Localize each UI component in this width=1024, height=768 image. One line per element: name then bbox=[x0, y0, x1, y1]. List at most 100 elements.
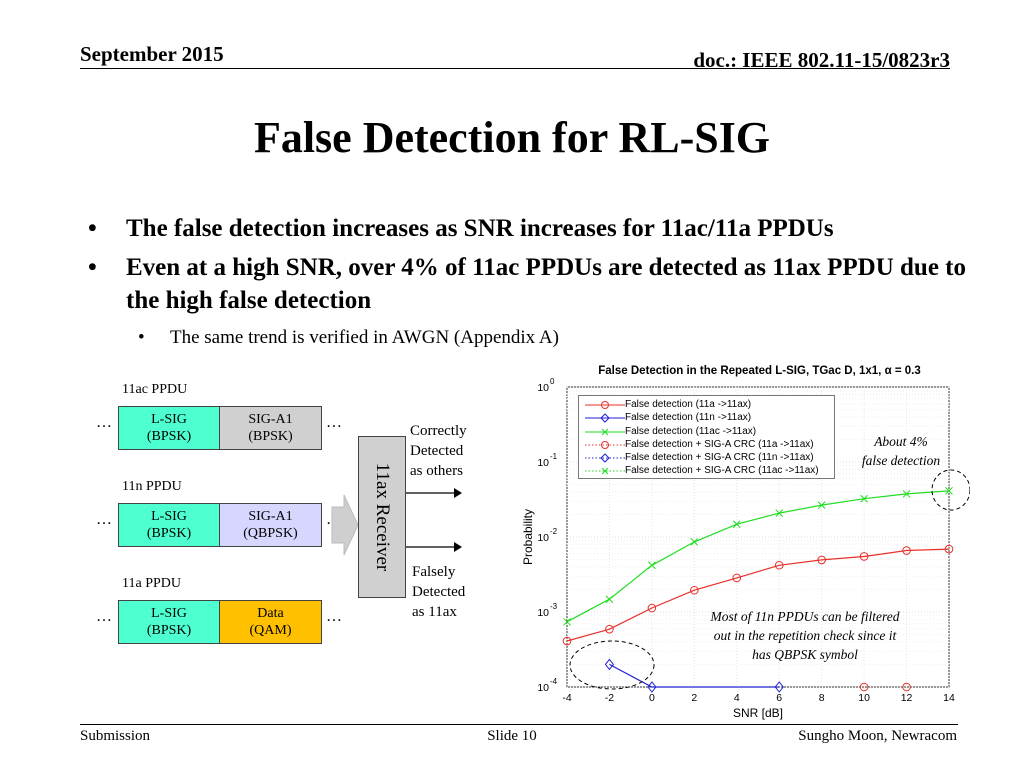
bullet-text: The false detection increases as SNR inc… bbox=[126, 215, 834, 242]
legend-label: False detection (11ac ->11ax) bbox=[625, 425, 757, 437]
y-tick-exponent: -3 bbox=[550, 602, 558, 611]
chart-title: False Detection in the Repeated L-SIG, T… bbox=[598, 365, 921, 377]
legend-entry: False detection (11a ->11ax) bbox=[579, 398, 834, 411]
legend-entry: False detection + SIG-A CRC (11ac ->11ax… bbox=[579, 464, 834, 477]
field-name: Data bbox=[257, 606, 284, 621]
x-tick-label: 2 bbox=[691, 692, 697, 704]
legend-entry: False detection (11n ->11ax) bbox=[579, 411, 834, 424]
x-tick-label: 10 bbox=[858, 692, 870, 704]
sub-bullet-item: • The same trend is verified in AWGN (Ap… bbox=[138, 321, 968, 354]
data-point-x bbox=[732, 520, 741, 529]
x-tick-label: 0 bbox=[649, 692, 655, 704]
legend-label: False detection + SIG-A CRC (11ac ->11ax… bbox=[625, 465, 819, 477]
bullet-icon: • bbox=[88, 215, 97, 242]
false-detection-label: Falsely Detected as 11ax bbox=[412, 562, 465, 622]
series-line bbox=[566, 490, 950, 623]
y-tick-exponent: -1 bbox=[550, 452, 558, 461]
chart-legend: False detection (11a ->11ax) False detec… bbox=[578, 395, 835, 479]
annotation-line: About 4% bbox=[874, 434, 928, 449]
receiver-label: 11ax Receiver bbox=[372, 462, 393, 572]
x-tick-label: -2 bbox=[605, 692, 614, 704]
label-line: Detected bbox=[412, 584, 466, 600]
legend-entry: False detection + SIG-A CRC (11n ->11ax) bbox=[579, 451, 834, 464]
data-point-circle bbox=[605, 624, 614, 634]
legend-red-circle-icon bbox=[585, 401, 625, 409]
legend-entry: False detection (11ac ->11ax) bbox=[579, 425, 834, 438]
data-point-circle bbox=[859, 682, 869, 692]
series-line bbox=[566, 548, 950, 642]
legend-label: False detection + SIG-A CRC (11n ->11ax) bbox=[625, 452, 814, 464]
y-tick-label: 10 bbox=[537, 457, 549, 469]
slide-title: False Detection for RL-SIG bbox=[253, 113, 771, 162]
data-point-circle bbox=[732, 573, 742, 583]
data-point-x bbox=[902, 490, 911, 498]
data-point-circle bbox=[647, 603, 657, 613]
ellipsis: … bbox=[96, 511, 112, 528]
y-tick-label: 10 bbox=[537, 607, 549, 619]
y-tick-exponent: -4 bbox=[550, 677, 558, 686]
input-arrow-icon bbox=[331, 494, 359, 556]
bullet-list: • The false detection increases as SNR i… bbox=[88, 212, 968, 354]
legend-green-dashed-x-icon bbox=[585, 468, 625, 475]
field-name: L-SIG bbox=[151, 412, 187, 427]
data-point-circle bbox=[690, 585, 699, 595]
legend-entry: False detection + SIG-A CRC (11a ->11ax) bbox=[579, 438, 834, 451]
bullet-item: • Even at a high SNR, over 4% of 11ac PP… bbox=[88, 251, 968, 317]
y-tick-label: 10 bbox=[537, 382, 549, 394]
annotation-high-snr: About 4% false detection bbox=[846, 432, 956, 470]
ppdu-label-11n: 11n PPDU bbox=[122, 479, 182, 494]
lsig-field: L-SIG (BPSK) bbox=[118, 406, 220, 450]
y-axis-label: Probability bbox=[521, 509, 535, 565]
footer-slide-number: Slide 10 bbox=[487, 728, 537, 744]
data-point-x bbox=[945, 487, 953, 495]
x-tick-label: 6 bbox=[776, 692, 782, 704]
data-point-x bbox=[690, 538, 699, 546]
ellipsis: … bbox=[96, 414, 112, 431]
data-point-x bbox=[775, 509, 784, 517]
field-modulation: (BPSK) bbox=[146, 526, 192, 541]
footer-author: Sungho Moon, Newracom bbox=[798, 728, 957, 744]
data-point-circle bbox=[774, 560, 784, 570]
arrow-head-icon bbox=[454, 488, 462, 498]
x-tick-label: 8 bbox=[819, 692, 825, 704]
field-name: SIG-A1 bbox=[248, 509, 293, 524]
ppdu-label-11ac: 11ac PPDU bbox=[122, 382, 188, 397]
data-point-circle bbox=[902, 682, 911, 692]
ellipsis: … bbox=[326, 414, 342, 431]
annotation-line: has QBPSK symbol bbox=[752, 647, 858, 662]
data-point-circle bbox=[859, 552, 869, 561]
legend-label: False detection (11n ->11ax) bbox=[625, 412, 752, 424]
field-modulation: (BPSK) bbox=[248, 429, 293, 444]
data-point-x bbox=[605, 595, 614, 604]
data-field: Data (QAM) bbox=[219, 600, 322, 644]
x-tick-label: 14 bbox=[943, 692, 955, 704]
y-tick-exponent: -2 bbox=[550, 527, 558, 536]
y-tick-exponent: 0 bbox=[550, 377, 555, 386]
legend-red-dashed-circle-icon bbox=[585, 440, 625, 449]
ellipsis: … bbox=[326, 608, 342, 625]
x-tick-label: 12 bbox=[901, 692, 913, 704]
y-tick-label: 10 bbox=[537, 682, 549, 694]
x-tick-label: 4 bbox=[734, 692, 740, 704]
field-modulation: (BPSK) bbox=[146, 429, 192, 444]
legend-blue-dashed-diamond-icon bbox=[585, 453, 625, 463]
label-line: as 11ax bbox=[412, 604, 457, 620]
footer-divider bbox=[80, 724, 958, 725]
data-point-circle bbox=[944, 544, 954, 554]
header-divider bbox=[80, 68, 950, 69]
data-point-circle bbox=[562, 636, 572, 646]
bullet-text: Even at a high SNR, over 4% of 11ac PPDU… bbox=[126, 254, 966, 314]
data-point-x bbox=[860, 494, 868, 503]
field-name: L-SIG bbox=[151, 606, 187, 621]
field-name: SIG-A1 bbox=[248, 412, 293, 427]
arrow-head-icon bbox=[454, 542, 462, 552]
siga1-qbpsk-field: SIG-A1 (QBPSK) bbox=[219, 503, 322, 547]
ppdu-label-11a: 11a PPDU bbox=[122, 576, 181, 591]
label-line: Falsely bbox=[412, 564, 456, 580]
data-point-x bbox=[817, 501, 826, 509]
lsig-field: L-SIG (BPSK) bbox=[118, 503, 220, 547]
bullet-icon: • bbox=[138, 327, 145, 348]
correct-detection-label: Correctly Detected as others bbox=[410, 421, 467, 481]
annotation-line: out in the repetition check since it bbox=[713, 628, 897, 643]
series-line bbox=[609, 663, 780, 688]
